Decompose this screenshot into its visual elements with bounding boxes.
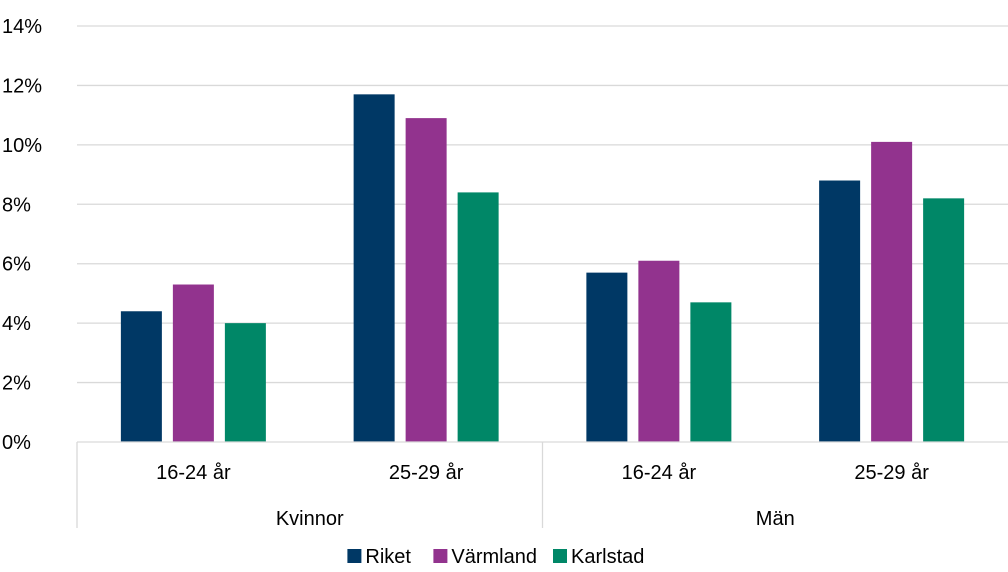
bar-karlstad-2 — [690, 302, 732, 442]
x-group-label: Män — [756, 508, 795, 530]
bar-karlstad-3 — [923, 198, 965, 442]
bar-karlstad-0 — [224, 323, 266, 442]
y-tick-label: 12% — [2, 75, 42, 97]
bar-värmland-2 — [638, 260, 680, 442]
bar-riket-0 — [120, 311, 162, 442]
x-category-label: 25-29 år — [389, 462, 464, 484]
legend: Riket Värmland Karlstad — [347, 546, 644, 568]
y-tick-label: 6% — [2, 254, 31, 276]
bar-riket-1 — [353, 94, 395, 442]
legend-swatch-värmland — [433, 549, 448, 563]
x-category-label: 16-24 år — [622, 462, 697, 484]
legend-label: Karlstad — [571, 546, 644, 568]
bars — [120, 94, 965, 442]
gridlines — [77, 25, 1008, 384]
y-tick-label: 4% — [2, 313, 31, 335]
bar-värmland-3 — [871, 141, 913, 442]
x-group-label: Kvinnor — [276, 508, 344, 530]
legend-label: Riket — [365, 546, 411, 568]
legend-label: Värmland — [451, 546, 537, 568]
y-tick-label: 10% — [2, 135, 42, 157]
bar-värmland-0 — [172, 284, 214, 442]
bar-värmland-1 — [405, 118, 447, 442]
bar-karlstad-1 — [457, 192, 499, 442]
y-tick-label: 2% — [2, 373, 31, 395]
legend-swatch-riket — [347, 549, 362, 563]
y-axis-tick-labels: 0% 2% 4% 6% 8% 10% 12% 14% — [2, 16, 42, 454]
bar-riket-3 — [819, 180, 861, 442]
x-category-label: 25-29 år — [854, 462, 929, 484]
y-tick-label: 14% — [2, 16, 42, 38]
x-axis: 16-24 år 25-29 år 16-24 år 25-29 år Kvinnor M… — [76, 441, 1008, 530]
y-tick-label: 8% — [2, 194, 31, 216]
bar-riket-2 — [586, 272, 628, 442]
y-tick-label: 0% — [2, 432, 31, 454]
legend-swatch-karlstad — [553, 549, 567, 563]
x-category-label: 16-24 år — [156, 462, 231, 484]
